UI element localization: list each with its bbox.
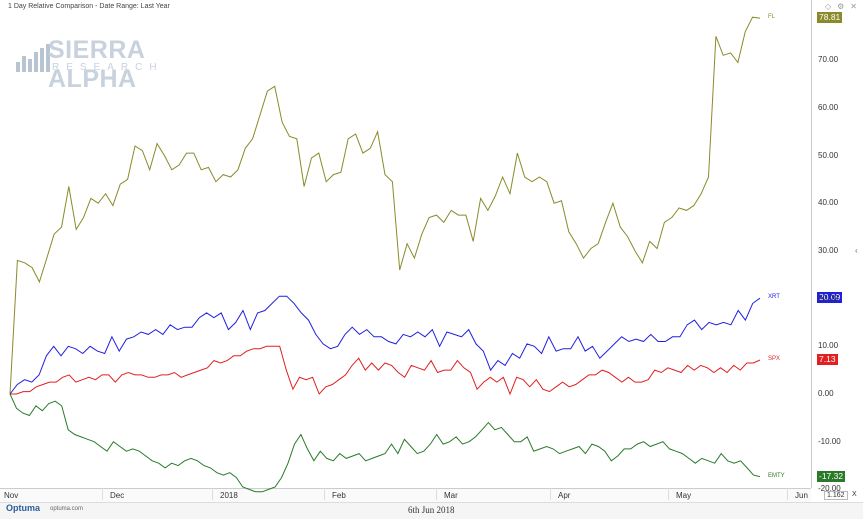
footer-date: 6th Jun 2018 [408, 505, 455, 515]
series-label-fl: FL [768, 14, 776, 21]
x-tick-label: Nov [4, 491, 19, 500]
series-line-emty[interactable] [9, 393, 761, 493]
value-badge-emty: -17.32 [817, 470, 846, 482]
value-badge-fl: 78.81 [817, 12, 843, 24]
y-tick-label: 70.00 [818, 55, 839, 65]
settings-icon[interactable]: ⚙ [837, 2, 845, 11]
series-label-spx: SPX [768, 355, 781, 362]
series-label-xrt: XRT [768, 294, 780, 301]
optuma-logo: Optuma [6, 503, 41, 513]
y-tick-label: 40.00 [818, 198, 839, 208]
chart-title: 1 Day Relative Comparison - Date Range: … [8, 3, 170, 10]
x-tick-label: May [676, 491, 692, 500]
optuma-url[interactable]: optuma.com [50, 506, 84, 512]
value-badge-xrt: 20.09 [817, 292, 843, 304]
y-tick-label: 30.00 [818, 245, 839, 255]
scale-mark[interactable]: X [852, 491, 857, 498]
y-tick-label: 60.00 [818, 102, 839, 112]
y-tick-label: -10.00 [818, 436, 841, 446]
footer-bar [0, 502, 863, 519]
series-line-fl[interactable] [9, 16, 761, 395]
x-axis-divider [787, 488, 788, 500]
x-axis-divider [324, 488, 325, 500]
scale-readout[interactable]: 1.162 [824, 491, 848, 500]
y-tick-label: 0.00 [818, 389, 834, 398]
y-tick-label: 10.00 [818, 341, 839, 351]
x-tick-label: Mar [444, 491, 458, 500]
x-axis-divider [212, 488, 213, 500]
series-line-xrt[interactable] [9, 295, 761, 395]
company-logo: SIERRA ALPHA RESEARCH [16, 26, 196, 93]
y-tick-label: 50.00 [818, 150, 839, 160]
logo-bars-icon [16, 42, 50, 72]
x-tick-label: Jun [795, 491, 808, 500]
logo-subtitle: RESEARCH [52, 62, 164, 73]
series-label-emty: EMTY [768, 472, 785, 479]
close-icon[interactable]: ✕ [850, 2, 857, 11]
series-line-spx[interactable] [10, 345, 761, 396]
y-axis-panel[interactable] [811, 0, 863, 488]
value-badge-spx: 7.13 [817, 353, 838, 365]
logo-name: SIERRA ALPHA [48, 36, 145, 93]
chevron-left-icon[interactable]: ‹ [855, 246, 858, 255]
x-tick-label: Feb [332, 491, 346, 500]
x-tick-label: Dec [110, 491, 125, 500]
diamond-icon[interactable]: ◇ [824, 2, 832, 11]
x-axis-divider [102, 488, 103, 500]
x-axis-divider [550, 488, 551, 500]
y-tick-label: -20.00 [818, 484, 841, 494]
x-tick-label: Apr [558, 491, 571, 500]
x-axis-divider [668, 488, 669, 500]
y-tick-label: 20.00 [818, 293, 839, 303]
x-tick-label: 2018 [220, 491, 238, 500]
x-axis-divider [436, 488, 437, 500]
x-axis-panel[interactable] [0, 488, 811, 502]
window-controls: ◇ ⚙ ✕ [825, 2, 857, 11]
